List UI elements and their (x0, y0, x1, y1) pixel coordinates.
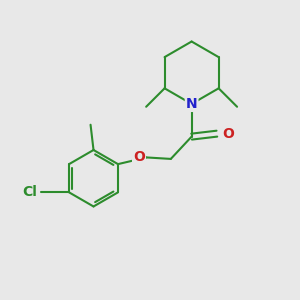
Text: O: O (133, 150, 145, 164)
Text: Cl: Cl (22, 185, 37, 200)
Text: O: O (222, 127, 234, 141)
Text: N: N (186, 97, 197, 111)
